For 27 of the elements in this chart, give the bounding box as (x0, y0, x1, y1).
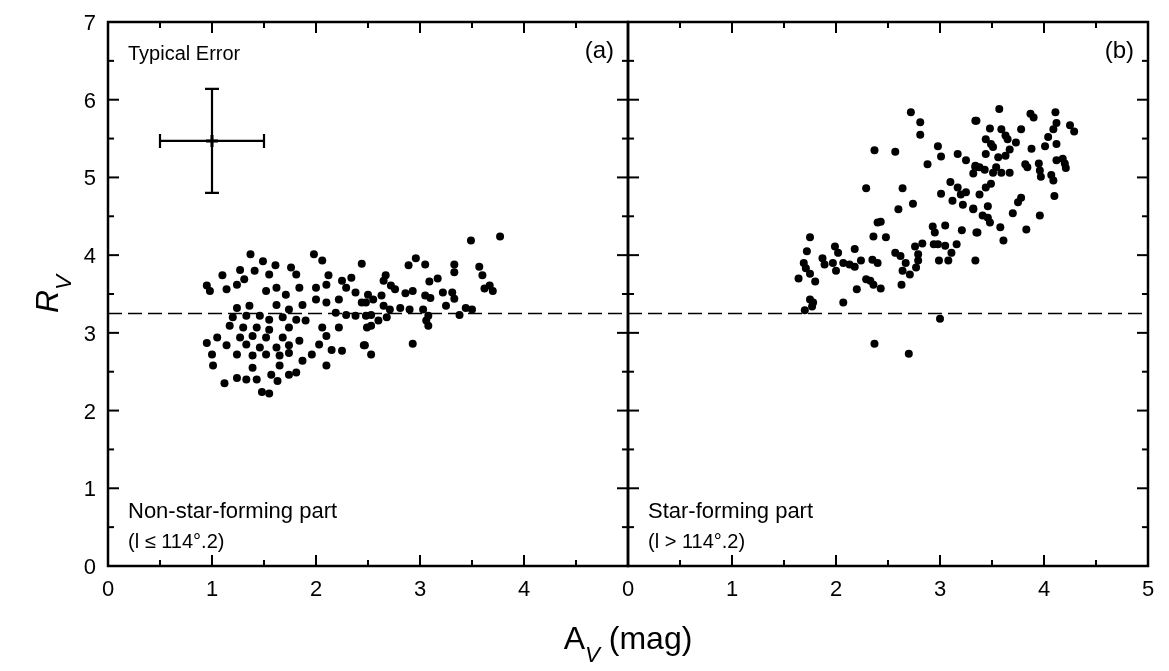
annotation: Star-forming part (648, 498, 814, 523)
annotation: (l > 114°.2) (648, 530, 746, 552)
x-tick-label: 0 (621, 576, 635, 601)
y-tick-label: 3 (83, 320, 96, 346)
y-tick-label: 4 (83, 243, 96, 269)
x-tick-label: 5 (1141, 576, 1155, 601)
y-tick-label: 1 (83, 476, 96, 502)
x-tick-label: 3 (933, 576, 947, 601)
x-tick-label: 2 (829, 576, 843, 601)
x-axis-title: A$_{V}$ (mag) (563, 620, 693, 667)
annotation: Non-star-forming part (128, 498, 338, 523)
x-tick-label: 4 (1037, 576, 1051, 601)
x-tick-label: 0 (101, 576, 115, 601)
annotation: (b) (1104, 36, 1134, 63)
y-tick-label: 5 (83, 165, 96, 191)
x-tick-label: 4 (517, 576, 531, 601)
x-tick-label: 1 (725, 576, 739, 601)
y-tick-label: 7 (83, 10, 96, 35)
y-tick-label: 6 (83, 87, 96, 113)
y-tick-label: 2 (83, 398, 96, 424)
x-tick-label: 3 (413, 576, 427, 601)
y-tick-label: 0 (83, 554, 96, 579)
annotation: (l ≤ 114°.2) (128, 530, 225, 552)
x-tick-label: 1 (205, 576, 219, 601)
annotation: (a) (584, 36, 614, 63)
annotation: Typical Error (128, 42, 241, 64)
x-tick-label: 2 (309, 576, 323, 601)
